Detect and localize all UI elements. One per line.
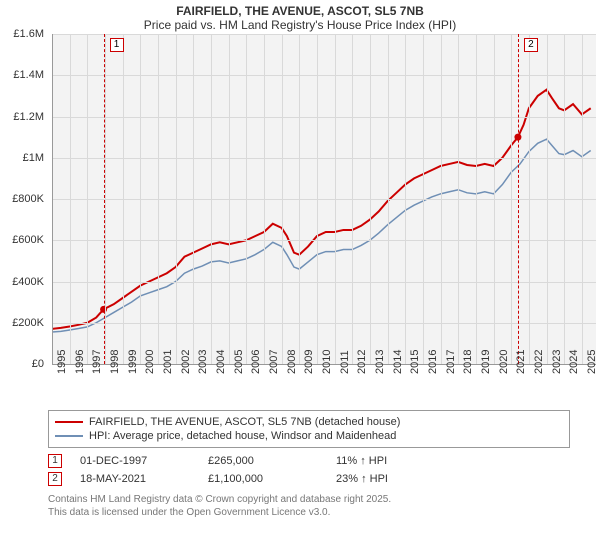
x-tick-label: 2009: [303, 350, 315, 374]
x-tick-label: 1998: [109, 350, 121, 374]
sale-marker: 2: [524, 38, 538, 52]
x-tick-label: 2015: [409, 350, 421, 374]
sale-marker-ref: 2: [48, 472, 62, 486]
x-tick-label: 2007: [268, 350, 280, 374]
y-tick-label: £1.4M: [13, 69, 44, 81]
y-tick-label: £1.2M: [13, 111, 44, 123]
x-tick-label: 2023: [551, 350, 563, 374]
x-tick-label: 2014: [392, 350, 404, 374]
x-tick-label: 2011: [339, 350, 351, 374]
copyright-line: Contains HM Land Registry data © Crown c…: [48, 494, 600, 507]
x-tick-label: 1997: [91, 350, 103, 374]
x-tick-label: 2020: [498, 350, 510, 374]
sale-delta: 11% ↑ HPI: [336, 455, 446, 467]
x-tick-label: 2025: [586, 350, 598, 374]
chart: 12 £0£200K£400K£600K£800K£1M£1.2M£1.4M£1…: [4, 34, 596, 404]
x-tick-label: 2008: [286, 350, 298, 374]
sale-row: 2 18-MAY-2021 £1,100,000 23% ↑ HPI: [48, 470, 600, 488]
x-tick-label: 1999: [127, 350, 139, 374]
x-tick-label: 1995: [56, 350, 68, 374]
x-tick-label: 2022: [533, 350, 545, 374]
sale-delta: 23% ↑ HPI: [336, 473, 446, 485]
legend-swatch: [55, 421, 83, 423]
x-tick-label: 2005: [233, 350, 245, 374]
x-tick-label: 2003: [197, 350, 209, 374]
x-tick-label: 2024: [568, 350, 580, 374]
title-sub: Price paid vs. HM Land Registry's House …: [0, 18, 600, 32]
x-tick-label: 2004: [215, 350, 227, 374]
x-tick-label: 2013: [374, 350, 386, 374]
x-tick-label: 2021: [515, 350, 527, 374]
y-tick-label: £400K: [12, 276, 44, 288]
y-tick-label: £1M: [23, 152, 44, 164]
legend-item: HPI: Average price, detached house, Wind…: [55, 429, 563, 443]
x-tick-label: 1996: [74, 350, 86, 374]
sale-price: £265,000: [208, 455, 318, 467]
plot-area: 12: [52, 34, 596, 364]
sale-marker-ref: 1: [48, 454, 62, 468]
legend-swatch: [55, 435, 83, 437]
legend-item: FAIRFIELD, THE AVENUE, ASCOT, SL5 7NB (d…: [55, 415, 563, 429]
x-tick-label: 2010: [321, 350, 333, 374]
x-tick-label: 2001: [162, 350, 174, 374]
sale-price: £1,100,000: [208, 473, 318, 485]
y-tick-label: £200K: [12, 317, 44, 329]
sale-row: 1 01-DEC-1997 £265,000 11% ↑ HPI: [48, 452, 600, 470]
x-tick-label: 2000: [144, 350, 156, 374]
legend-label: HPI: Average price, detached house, Wind…: [89, 430, 396, 442]
x-tick-label: 2012: [356, 350, 368, 374]
y-tick-label: £800K: [12, 193, 44, 205]
sale-date: 01-DEC-1997: [80, 455, 190, 467]
copyright-line: This data is licensed under the Open Gov…: [48, 507, 600, 520]
series-line: [52, 90, 591, 329]
y-tick-label: £1.6M: [13, 28, 44, 40]
copyright: Contains HM Land Registry data © Crown c…: [48, 494, 600, 519]
x-tick-label: 2017: [445, 350, 457, 374]
x-tick-label: 2018: [462, 350, 474, 374]
y-axis: [52, 34, 53, 364]
legend: FAIRFIELD, THE AVENUE, ASCOT, SL5 7NB (d…: [48, 410, 570, 448]
legend-label: FAIRFIELD, THE AVENUE, ASCOT, SL5 7NB (d…: [89, 416, 400, 428]
sales-table: 1 01-DEC-1997 £265,000 11% ↑ HPI 2 18-MAY-202…: [48, 452, 600, 488]
x-tick-label: 2002: [180, 350, 192, 374]
x-tick-label: 2006: [250, 350, 262, 374]
x-tick-label: 2016: [427, 350, 439, 374]
sale-date: 18-MAY-2021: [80, 473, 190, 485]
y-tick-label: £0: [32, 358, 44, 370]
title-address: FAIRFIELD, THE AVENUE, ASCOT, SL5 7NB: [0, 4, 600, 18]
y-tick-label: £600K: [12, 234, 44, 246]
sale-marker: 1: [110, 38, 124, 52]
x-tick-label: 2019: [480, 350, 492, 374]
series-line: [52, 139, 591, 332]
